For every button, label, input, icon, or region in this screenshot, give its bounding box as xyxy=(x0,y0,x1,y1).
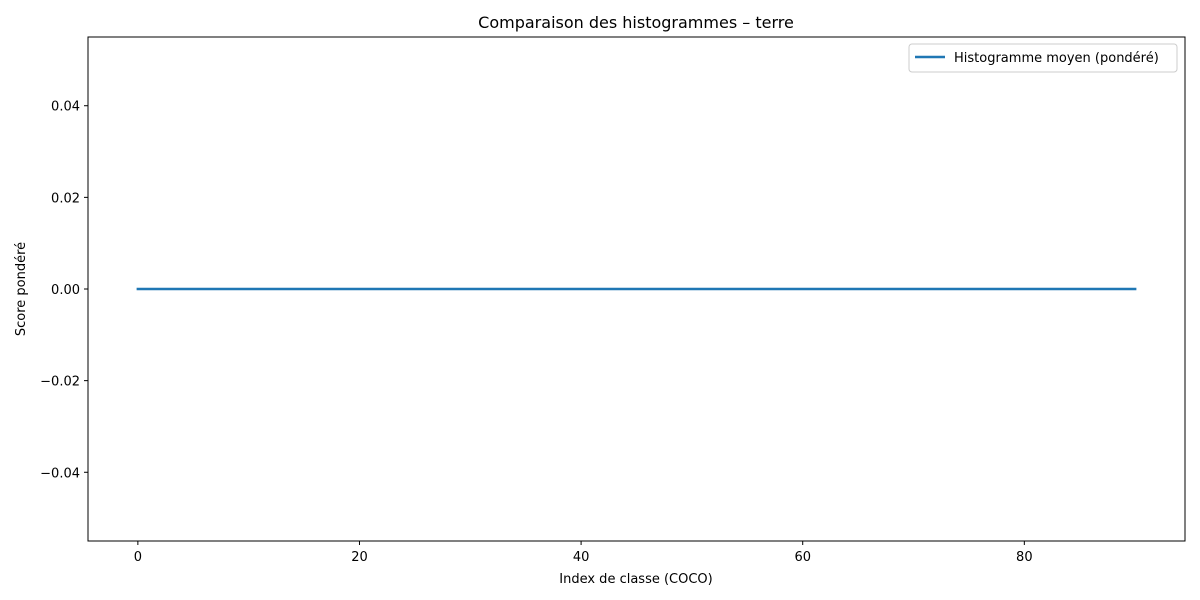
y-tick-label: −0.04 xyxy=(40,466,80,481)
y-tick-label: −0.02 xyxy=(40,375,80,390)
x-tick-label: 40 xyxy=(573,550,590,565)
chart-title: Comparaison des histogrammes – terre xyxy=(478,13,794,32)
x-tick-label: 20 xyxy=(351,550,368,565)
x-axis-label: Index de classe (COCO) xyxy=(559,572,712,587)
y-axis-label: Score pondéré xyxy=(14,242,29,336)
x-tick-label: 80 xyxy=(1016,550,1033,565)
legend-box xyxy=(908,43,1178,73)
y-tick-label: 0.00 xyxy=(51,283,80,298)
y-axis-ticks: −0.04 −0.02 0.00 0.02 0.04 xyxy=(40,100,88,481)
y-tick-label: 0.04 xyxy=(51,100,80,115)
y-tick-label: 0.02 xyxy=(51,191,80,206)
legend: Histogramme moyen (pondéré) xyxy=(908,43,1178,73)
x-tick-label: 60 xyxy=(794,550,811,565)
x-tick-label: 0 xyxy=(134,550,142,565)
x-axis-ticks: 0 20 40 60 80 xyxy=(134,541,1033,565)
legend-label: Histogramme moyen (pondéré) xyxy=(954,51,1159,66)
plot-frame xyxy=(87,36,1186,542)
